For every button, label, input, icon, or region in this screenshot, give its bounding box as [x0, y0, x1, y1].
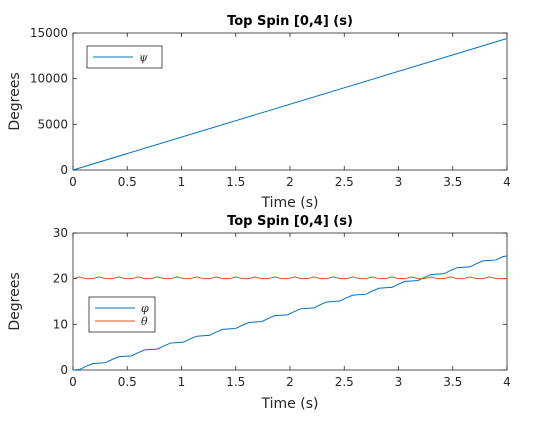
x-tick-label: 2 — [286, 375, 294, 389]
legend-label: φ — [141, 302, 149, 315]
chart-panel-1: 0 0.5 1 1.5 2 2.5 3 3.5 4 0 5000 10000 15000 Top Spin… — [7, 14, 511, 211]
x-tick-label: 2 — [286, 175, 294, 189]
y-tick-label: 10000 — [30, 72, 68, 86]
legend-label: θ — [141, 315, 148, 328]
x-axis-label: Time (s) — [261, 396, 319, 412]
x-tick-label: 0 — [69, 175, 77, 189]
x-tick-label: 2.5 — [335, 375, 354, 389]
y-tick-label: 20 — [53, 272, 68, 286]
legend-box — [88, 296, 156, 333]
x-tick-label: 0.5 — [118, 375, 137, 389]
x-tick-label: 1.5 — [226, 175, 245, 189]
chart-title: Top Spin [0,4] (s) — [227, 14, 353, 29]
legend: φθ — [88, 296, 156, 333]
x-tick-label: 3 — [395, 375, 403, 389]
y-axis-label: Degrees — [7, 272, 23, 330]
x-axis-label: Time (s) — [261, 195, 319, 211]
legend: ψ — [86, 45, 163, 69]
series-line-2 — [72, 276, 507, 280]
x-tick-label: 4 — [503, 175, 511, 189]
x-tick-label: 3.5 — [443, 375, 462, 389]
chart-title: Top Spin [0,4] (s) — [227, 214, 353, 229]
x-tick-label: 0 — [69, 375, 77, 389]
y-tick-label: 10 — [53, 317, 68, 331]
x-tick-label: 4 — [503, 375, 511, 389]
x-tick-label: 1 — [178, 175, 186, 189]
x-tick-label: 2.5 — [335, 175, 354, 189]
x-tick-label: 3 — [395, 175, 403, 189]
y-tick-label: 15000 — [30, 26, 68, 40]
x-tick-label: 0.5 — [118, 175, 137, 189]
x-tick-label: 1 — [178, 375, 186, 389]
y-tick-label: 30 — [53, 226, 68, 240]
y-tick-label: 0 — [60, 363, 68, 377]
x-tick-label: 3.5 — [443, 175, 462, 189]
series-line-1 — [72, 38, 508, 171]
series-line-1 — [72, 255, 508, 371]
legend-label: ψ — [139, 51, 148, 64]
y-tick-label: 5000 — [37, 117, 68, 131]
x-tick-label: 1.5 — [226, 375, 245, 389]
y-axis-label: Degrees — [7, 72, 23, 130]
plot-area — [72, 232, 508, 371]
y-tick-label: 0 — [60, 163, 68, 177]
chart-panel-2: 0 0.5 1 1.5 2 2.5 3 3.5 4 0 10 20 30 Top Spin [0,4] (… — [7, 214, 511, 412]
